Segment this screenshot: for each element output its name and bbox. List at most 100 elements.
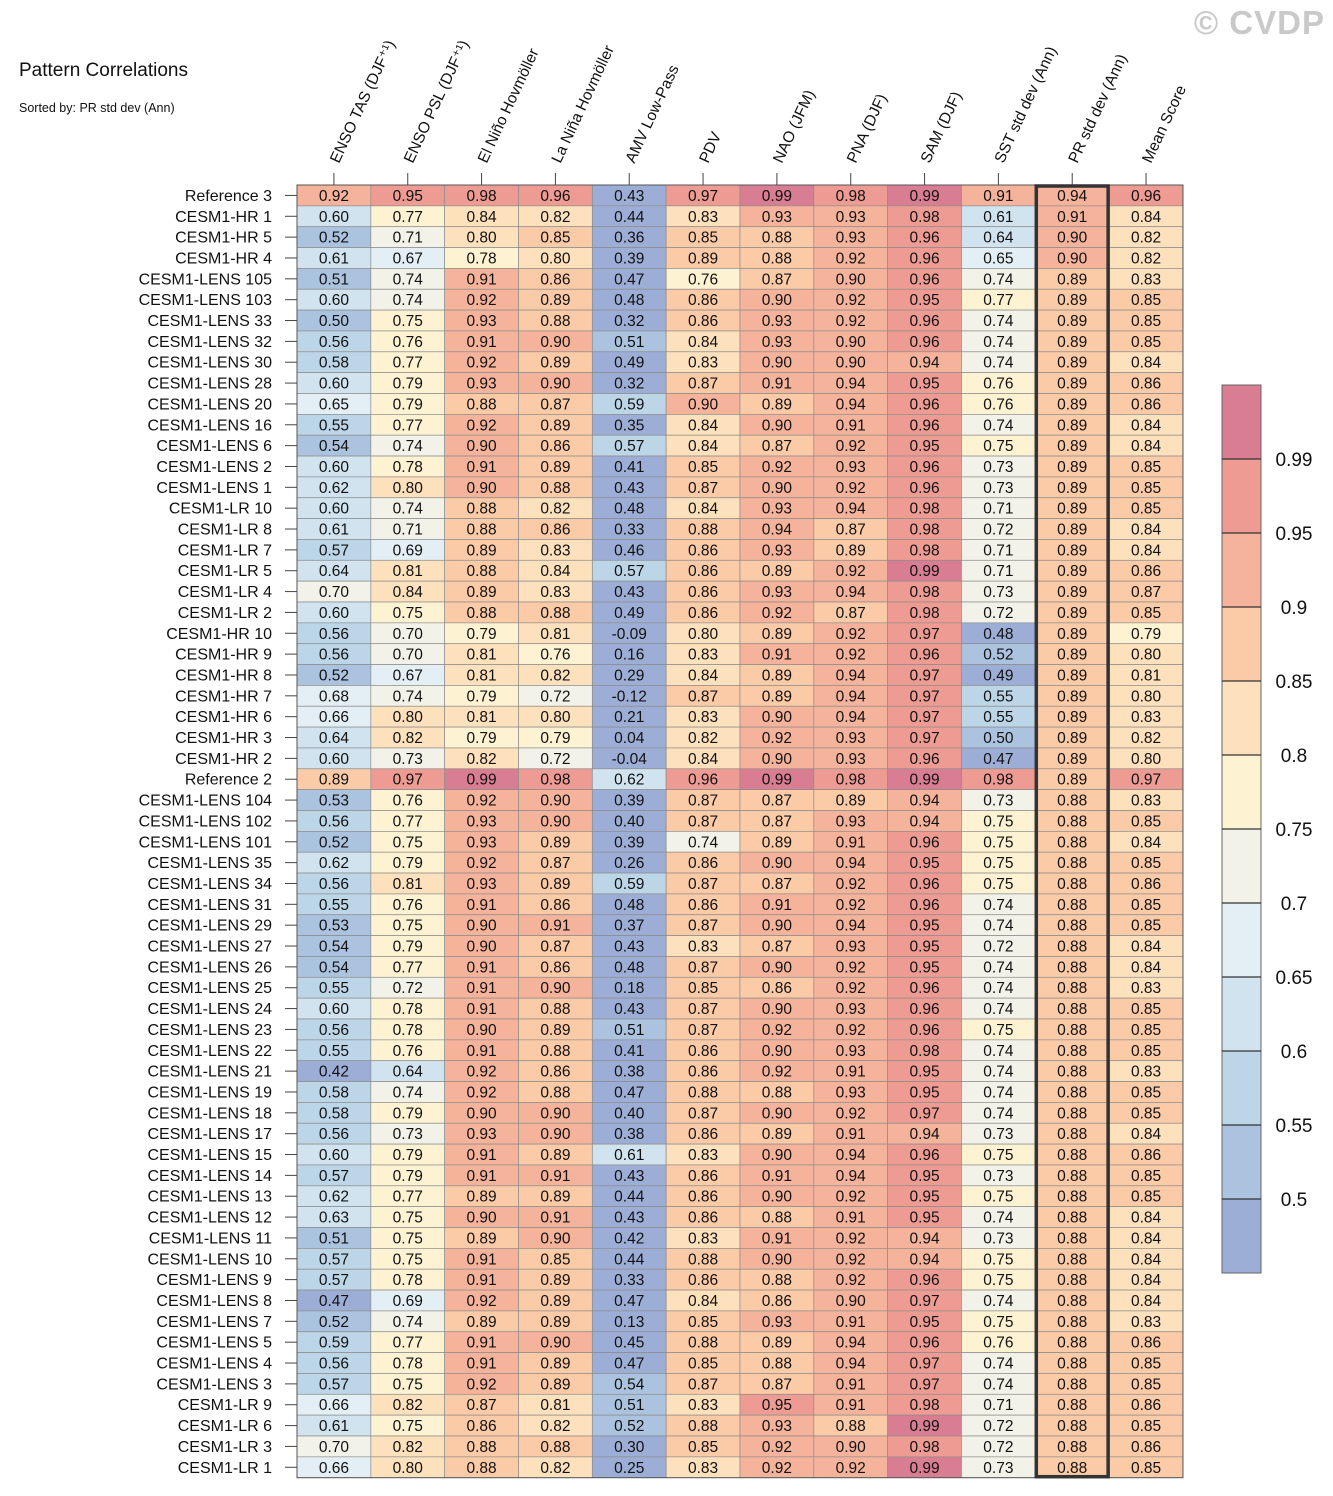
cell-value-label: 0.89 xyxy=(466,1314,496,1331)
cell-value-label: 0.97 xyxy=(909,667,939,684)
cell-value-label: 0.88 xyxy=(1057,1272,1087,1289)
row-label: CESM1-HR 3 xyxy=(175,730,272,747)
row-label: CESM1-LENS 103 xyxy=(139,292,272,309)
cell-value-label: 0.89 xyxy=(762,1335,792,1352)
cell-value-label: 0.88 xyxy=(1057,813,1087,830)
cell-value-label: 0.74 xyxy=(393,1084,424,1101)
cell-value-label: 0.39 xyxy=(614,250,644,267)
cell-value-label: 0.88 xyxy=(836,1418,866,1435)
cell-value-label: 0.89 xyxy=(1057,376,1087,393)
cell-value-label: 0.94 xyxy=(836,918,867,935)
row-label: Reference 3 xyxy=(185,188,272,205)
cell-value-label: 0.92 xyxy=(466,855,496,872)
cell-value-label: 0.53 xyxy=(319,793,349,810)
cell-value-label: 0.86 xyxy=(688,855,718,872)
cell-value-label: 0.96 xyxy=(909,396,939,413)
cell-value-label: 0.87 xyxy=(688,959,718,976)
cell-value-label: 0.75 xyxy=(983,1314,1013,1331)
row-label: CESM1-LENS 17 xyxy=(148,1126,273,1143)
cell-value-label: 0.85 xyxy=(1131,334,1161,351)
cell-value-label: 0.93 xyxy=(466,313,496,330)
cell-value-label: 0.92 xyxy=(466,793,496,810)
cell-value-label: 0.88 xyxy=(466,522,496,539)
cell-value-label: 0.73 xyxy=(983,1168,1013,1185)
cell-value-label: 0.87 xyxy=(762,438,792,455)
cell-value-label: 0.85 xyxy=(1131,1105,1161,1122)
cell-value-label: 0.89 xyxy=(1057,459,1087,476)
cell-value-label: 0.88 xyxy=(466,396,496,413)
cell-value-label: 0.72 xyxy=(983,1418,1013,1435)
cell-value-label: 0.70 xyxy=(393,626,424,643)
cell-value-label: 0.78 xyxy=(393,1022,423,1039)
row-label: CESM1-LR 3 xyxy=(178,1439,272,1456)
cell-value-label: 0.51 xyxy=(319,1230,349,1247)
colorbar-swatch xyxy=(1222,385,1261,459)
cell-value-label: 0.90 xyxy=(540,1335,571,1352)
cell-value-label: 0.52 xyxy=(319,1314,349,1331)
cell-value-label: 0.56 xyxy=(319,1126,349,1143)
cell-value-label: 0.86 xyxy=(688,897,718,914)
cell-value-label: 0.47 xyxy=(614,1084,644,1101)
cell-value-label: 0.96 xyxy=(909,1022,939,1039)
cell-value-label: 0.32 xyxy=(614,313,644,330)
cell-value-label: 0.93 xyxy=(836,939,866,956)
cell-value-label: 0.76 xyxy=(983,396,1013,413)
cell-value-label: 0.51 xyxy=(614,1022,644,1039)
colorbar-swatch xyxy=(1222,459,1261,533)
cell-value-label: 0.92 xyxy=(836,563,866,580)
cell-value-label: 0.88 xyxy=(1057,834,1087,851)
cell-value-label: 0.87 xyxy=(540,855,570,872)
cell-value-label: 0.74 xyxy=(983,1001,1014,1018)
cell-value-label: 0.74 xyxy=(983,1210,1014,1227)
cell-value-label: 0.92 xyxy=(466,1064,496,1081)
cell-value-label: 0.75 xyxy=(393,1251,423,1268)
cell-value-label: 0.62 xyxy=(319,480,349,497)
cell-value-label: 0.87 xyxy=(688,876,718,893)
colorbar-tick-label: 0.75 xyxy=(1276,820,1313,841)
cell-value-label: 0.97 xyxy=(909,1356,939,1373)
cell-value-label: 0.55 xyxy=(319,980,349,997)
cell-value-label: 0.89 xyxy=(466,1230,496,1247)
colorbar-tick-label: 0.7 xyxy=(1281,894,1307,915)
cell-value-label: 0.85 xyxy=(688,1439,718,1456)
cell-value-label: 0.84 xyxy=(1131,1210,1162,1227)
cell-value-label: 0.90 xyxy=(762,959,793,976)
cell-value-label: 0.93 xyxy=(836,730,866,747)
cell-value-label: 0.62 xyxy=(319,1189,349,1206)
cell-value-label: 0.93 xyxy=(762,501,792,518)
cell-value-label: 0.94 xyxy=(762,522,793,539)
cell-value-label: 0.89 xyxy=(1057,688,1087,705)
row-label: CESM1-LENS 26 xyxy=(148,959,273,976)
cell-value-label: 0.79 xyxy=(393,855,423,872)
cell-value-label: 0.47 xyxy=(983,751,1013,768)
cell-value-label: 0.84 xyxy=(1131,939,1162,956)
cell-value-label: 0.81 xyxy=(466,709,496,726)
row-label: CESM1-LENS 31 xyxy=(148,897,273,914)
cell-value-label: 0.92 xyxy=(762,1439,792,1456)
cell-value-label: 0.60 xyxy=(319,605,350,622)
cell-value-label: 0.93 xyxy=(466,876,496,893)
cell-value-label: 0.54 xyxy=(319,959,350,976)
cell-value-label: 0.88 xyxy=(1057,1335,1087,1352)
cell-value-label: 0.98 xyxy=(983,772,1013,789)
cell-value-label: 0.77 xyxy=(393,209,423,226)
colorbar-tick-label: 0.55 xyxy=(1276,1116,1313,1137)
cell-value-label: 0.91 xyxy=(466,980,496,997)
cell-value-label: 0.80 xyxy=(540,250,571,267)
cell-value-label: 0.83 xyxy=(540,584,570,601)
cell-value-label: 0.85 xyxy=(1131,605,1161,622)
column-label: PR std dev (Ann) xyxy=(1065,52,1130,166)
cell-value-label: 0.49 xyxy=(983,667,1013,684)
cell-value-label: 0.87 xyxy=(836,605,866,622)
cell-value-label: 0.98 xyxy=(909,1439,939,1456)
cell-value-label: 0.66 xyxy=(319,709,349,726)
cell-value-label: 0.84 xyxy=(1131,522,1162,539)
cell-value-label: 0.88 xyxy=(540,1084,570,1101)
cell-value-label: 0.98 xyxy=(909,501,939,518)
cell-value-label: 0.52 xyxy=(614,1418,644,1435)
cell-value-label: 0.90 xyxy=(762,855,793,872)
cell-value-label: 0.61 xyxy=(319,250,349,267)
colorbar-tick-label: 0.8 xyxy=(1281,746,1307,767)
cell-value-label: 0.86 xyxy=(540,438,570,455)
